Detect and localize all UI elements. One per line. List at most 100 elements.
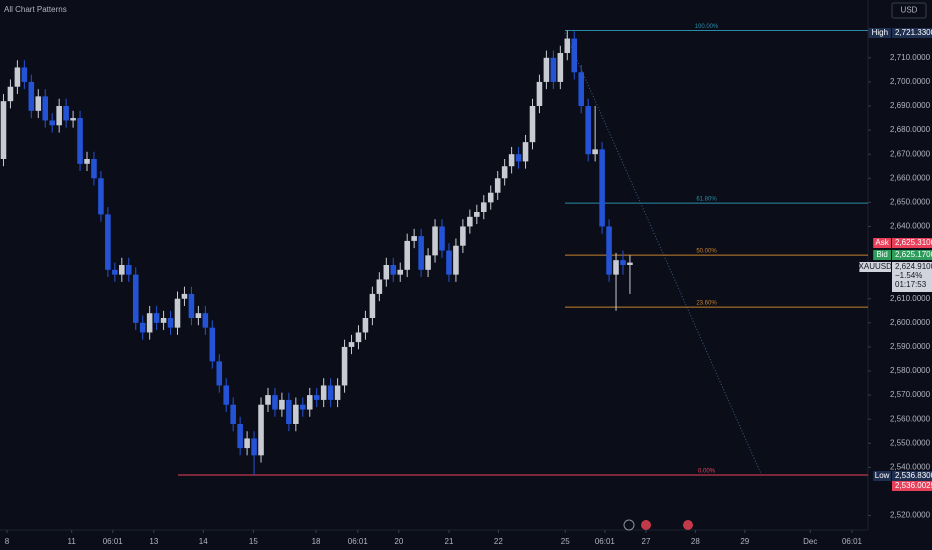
y-tick-label: 2,650.0000 [890,197,931,206]
candle-body [21,67,28,82]
x-tick-label: 06:01 [348,537,369,546]
candle-body [91,159,97,179]
candle-body [390,265,397,275]
candle-body [432,226,438,256]
price-tag-name: Low [875,471,890,480]
candle-body [613,260,619,275]
candle-body [174,298,181,328]
candle-body [63,106,69,121]
y-tick-label: 2,680.0000 [890,125,931,134]
x-tick-label: 06:01 [103,537,124,546]
icon [683,520,693,530]
candle-body [49,120,55,126]
chart-title: All Chart Patterns [4,5,67,14]
icon [623,519,635,531]
price-tag-bg [892,238,932,248]
candle-body [313,395,320,400]
candle-body [230,404,236,424]
candle-body [70,118,76,121]
price-tag-bg [892,28,932,38]
candle-body [188,293,195,318]
candle-body [411,236,417,241]
candle-body [42,96,49,121]
candle-body [362,318,369,333]
price-tag-value: 2,721.3300 [895,28,932,37]
event-icons [623,519,693,531]
candle-body [480,202,487,212]
x-tick-label: 27 [642,537,651,546]
candle-body [0,101,7,159]
candle-body [585,106,591,155]
y-tick-label: 2,670.0000 [890,149,931,158]
candle-body [627,262,633,265]
candle-body [404,240,410,270]
candle-body [446,250,452,275]
candle-body [28,81,35,111]
candle-body [501,166,508,179]
candle-body [320,385,327,400]
candle-body [397,269,404,275]
x-tick-label: 13 [149,537,158,546]
candle-body [418,236,424,270]
candle-body [258,404,264,456]
price-tag-name-bg [873,238,891,248]
price-tag-bg [892,262,932,292]
price-tag-name-bg [868,28,891,38]
candle-body [564,38,571,53]
candle-body [146,313,153,333]
fib-label: 100.00% [695,24,719,30]
price-tag-name-bg [873,471,891,481]
x-tick-label: 18 [312,537,321,546]
currency-button[interactable] [891,2,927,19]
candle-body [453,245,459,275]
candle-body [508,154,515,167]
price-tag-value: 2,536.0029 [895,481,932,490]
y-tick-label: 2,600.0000 [890,318,931,327]
candle-body [369,293,376,318]
candle-body [272,395,278,410]
y-tick-label: 2,660.0000 [890,173,931,182]
candle-body [195,313,202,318]
y-tick-label: 2,640.0000 [890,222,931,231]
candle-body [536,81,543,106]
y-tick-label: 2,520.0000 [890,511,931,520]
fib-label: 50.00% [696,249,717,255]
candle-body [216,361,223,386]
y-tick-label: 2,550.0000 [890,438,931,447]
candle-body [125,265,132,275]
candle-body [620,260,626,265]
price-tag-bg [892,471,932,481]
x-tick-label: Dec [803,537,817,546]
candle-body [132,274,139,323]
candle-body [237,424,243,449]
price-tag-value: 2,536.8300 [895,471,932,480]
currency[interactable]: USD [901,6,918,15]
candle-body [606,226,612,275]
x-tick-label: 06:01 [595,537,616,546]
candle-body [529,106,536,143]
candle-body [293,404,299,424]
candle-body [279,399,285,410]
candle-body [77,118,83,164]
candle-body [265,395,271,405]
price-tag-name: Ask [875,238,889,247]
price-tag-value: 2,625.3100 [895,238,932,247]
candle-body [327,385,334,400]
candle-body [467,216,473,227]
candle-body [557,53,564,82]
price-tag-value: 2,624.9100 [895,262,932,271]
candle-body [153,313,160,323]
price-tag-bg [892,481,932,491]
candle-body [112,269,118,275]
x-tick-label: 25 [561,537,570,546]
candle-body [474,212,480,217]
candle-body [181,293,188,299]
x-tick-label: 15 [249,537,258,546]
candle-body [223,385,230,405]
candle-body [56,106,62,126]
candle-body [550,57,557,82]
price-tag-change: −1.54% [895,271,922,280]
candle-body [522,142,529,162]
candle-body [348,342,355,347]
candle-body [105,214,111,270]
